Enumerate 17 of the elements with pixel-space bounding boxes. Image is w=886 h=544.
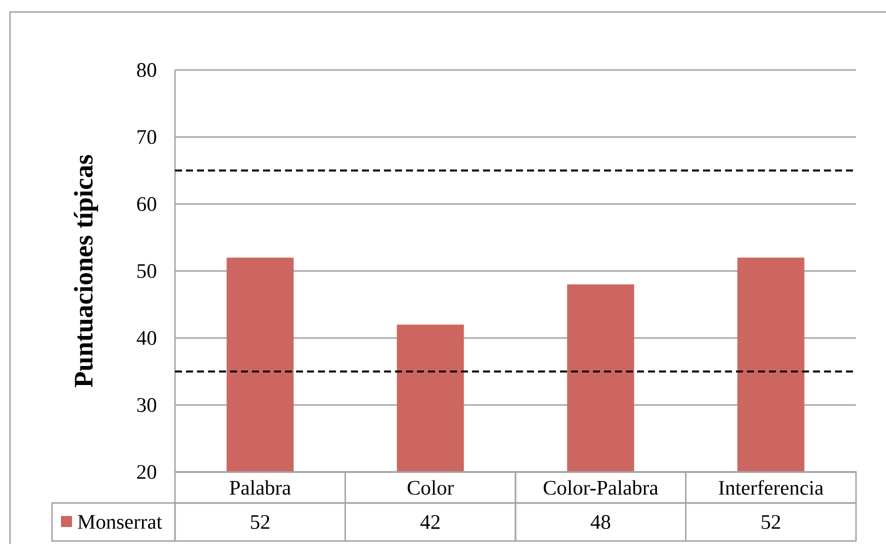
- data-label: 42: [420, 515, 440, 529]
- x-tick-label: Interferencia: [718, 480, 824, 495]
- data-label: 52: [762, 515, 780, 529]
- y-tick-label: 70: [138, 130, 156, 144]
- y-tick-label: 60: [137, 197, 156, 211]
- x-tick-label: Color-Palabra: [544, 480, 658, 495]
- y-tick-label: 50: [137, 264, 156, 278]
- data-label: 52: [250, 515, 270, 529]
- y-tick-label: 40: [136, 331, 156, 345]
- x-tick-label: Color: [408, 480, 454, 495]
- legend-label: Monserrat: [78, 515, 162, 529]
- y-tick-label: 80: [137, 63, 156, 77]
- y-tick-label: 20: [137, 465, 156, 479]
- y-axis-title: Puntuaciones típicas: [74, 155, 98, 388]
- x-tick-label: Palabra: [230, 480, 291, 495]
- data-label: 48: [590, 515, 610, 529]
- y-tick-label: 30: [137, 398, 156, 412]
